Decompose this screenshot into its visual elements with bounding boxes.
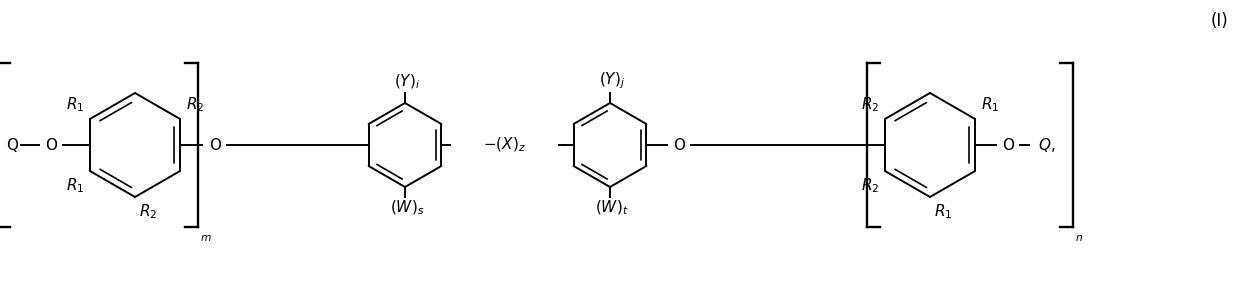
Text: $_n$: $_n$ — [1075, 229, 1084, 244]
Text: $R_1$: $R_1$ — [66, 95, 84, 114]
Text: (I): (I) — [1210, 12, 1228, 30]
Text: Q: Q — [6, 137, 19, 153]
Text: $-(X)_z$: $-(X)_z$ — [484, 136, 526, 154]
Text: O: O — [45, 137, 57, 153]
Text: O: O — [673, 137, 686, 153]
Text: $R_2$: $R_2$ — [861, 95, 879, 114]
Text: $R_2$: $R_2$ — [186, 95, 205, 114]
Text: O: O — [1002, 137, 1014, 153]
Text: $(W)_t$: $(W)_t$ — [595, 199, 629, 218]
Text: $(Y)_j$: $(Y)_j$ — [599, 70, 625, 91]
Text: $Q,$: $Q,$ — [1038, 136, 1055, 154]
Text: $_m$: $_m$ — [200, 229, 212, 244]
Text: $R_2$: $R_2$ — [861, 176, 879, 195]
Text: $R_1$: $R_1$ — [66, 176, 84, 195]
Text: $R_1$: $R_1$ — [934, 202, 952, 221]
Text: O: O — [210, 137, 221, 153]
Text: $R_2$: $R_2$ — [139, 202, 157, 221]
Text: $R_1$: $R_1$ — [981, 95, 999, 114]
Text: $(W)_s$: $(W)_s$ — [389, 199, 424, 218]
Text: $(Y)_i$: $(Y)_i$ — [394, 72, 420, 91]
